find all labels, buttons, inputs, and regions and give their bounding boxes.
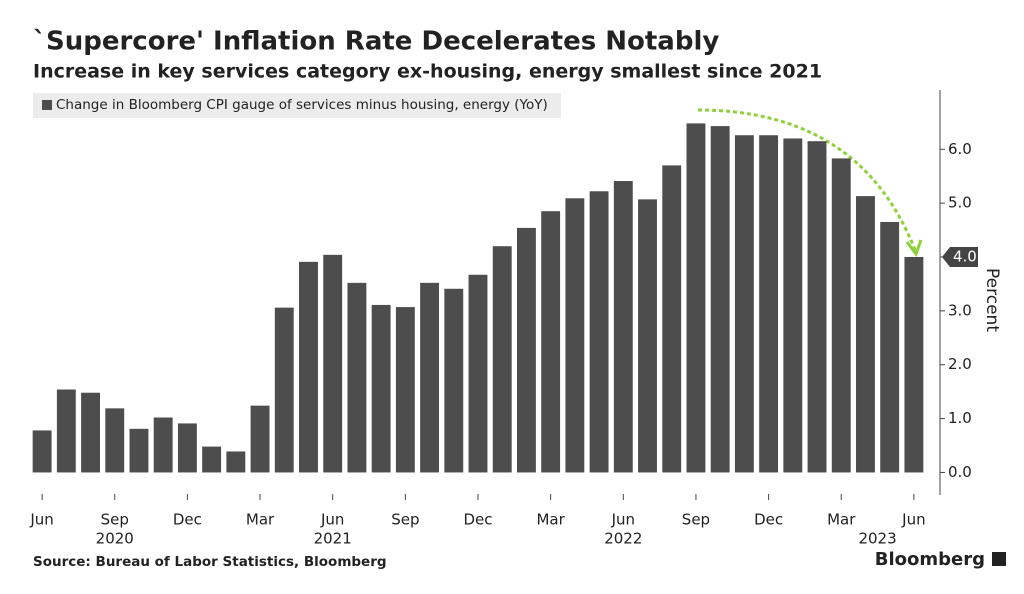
bar [299,261,318,473]
y-tick-label: 1.0 [948,409,972,427]
bar [759,135,779,473]
x-tick-label: Mar [246,511,275,529]
x-tick-label: Sep [682,511,710,529]
brand: Bloomberg [875,549,985,570]
x-tick-label: Mar [827,511,856,529]
bar [880,221,900,473]
bar [541,211,561,473]
bar [177,423,197,473]
bar [516,227,536,473]
bar [904,256,924,473]
legend-box [33,93,561,118]
value-label-box [942,246,978,267]
bar [831,158,851,473]
bar [492,246,512,473]
trend-arrowhead [905,239,923,258]
legend-label: Change in Bloomberg CPI gauge of service… [56,97,548,113]
x-tick-label: Sep [391,511,419,529]
bar [274,307,294,473]
bar [105,408,125,473]
bar [638,199,657,473]
y-tick-label: 3.0 [948,301,972,319]
bar [468,274,488,473]
chart-subtitle: Increase in key services category ex-hou… [33,61,822,83]
x-tick-label: Dec [173,511,202,529]
bar [710,126,730,473]
value-label: 4.0 [953,247,977,265]
y-tick-label: 0.0 [948,463,972,481]
bar [226,451,246,473]
legend-swatch [42,100,52,110]
x-year-label: 2020 [96,530,134,548]
bar [686,123,706,473]
y-tick-label: 2.0 [948,355,972,373]
x-year-label: 2021 [314,530,352,548]
brand-icon [992,552,1006,566]
bar [202,446,222,473]
x-tick-label: Sep [101,511,129,529]
bar [734,135,754,473]
x-tick-label: Dec [463,511,492,529]
bar [589,191,609,473]
y-tick-label: 6.0 [948,140,972,158]
bar [129,428,149,473]
x-tick-label: Jun [901,511,925,529]
bar [323,254,343,473]
bar [81,392,100,473]
bar [662,165,682,473]
bar [444,288,464,473]
x-tick-label: Jun [320,511,344,529]
bar [565,198,585,473]
bar [420,282,440,473]
y-axis-label: Percent [982,268,1002,332]
source: Source: Bureau of Labor Statistics, Bloo… [33,554,387,570]
x-tick-label: Jun [29,511,53,529]
bar [32,430,52,473]
bar [613,181,633,473]
x-tick-label: Mar [536,511,565,529]
y-tick-label: 5.0 [948,194,972,212]
bar [153,417,173,473]
bar [56,389,76,473]
x-year-label: 2022 [604,530,642,548]
bar [250,405,270,473]
bar [783,138,803,473]
chart-title: `Supercore' Inflation Rate Decelerates N… [33,27,719,57]
x-year-label: 2023 [858,530,896,548]
bar [856,196,875,473]
bar [347,282,367,473]
bar [395,307,415,473]
bar [807,141,827,473]
x-tick-label: Jun [611,511,635,529]
x-tick-label: Dec [754,511,783,529]
bar [371,304,391,473]
trend-arrow [697,108,917,251]
